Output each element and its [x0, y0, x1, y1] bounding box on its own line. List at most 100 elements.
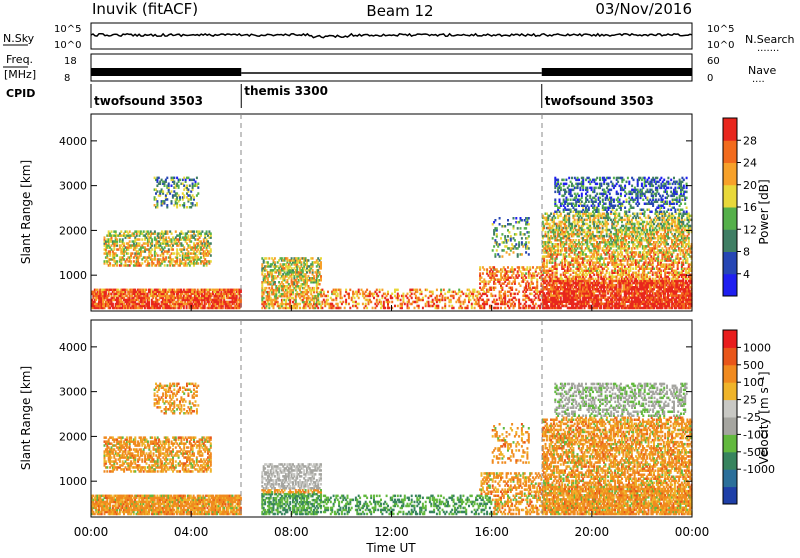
- heatmap-cell-3145: [518, 266, 520, 269]
- heatmap-cell-1810: [197, 183, 199, 186]
- freq-bars: [91, 68, 692, 76]
- freq-unit: [MHz]: [4, 68, 36, 81]
- heatmap-cell-2936: [486, 295, 488, 298]
- heatmap-cell-4913: [556, 263, 558, 266]
- heatmap-cell-2991: [494, 295, 496, 298]
- heatmap-cell-3413: [528, 247, 530, 250]
- heatmap-cell-1967: [274, 261, 276, 264]
- heatmap-cell-2639: [380, 301, 382, 304]
- heatmap-cell-3128: [515, 289, 517, 292]
- heatmap-cell-1241: [151, 238, 153, 241]
- nsky-tick-hi: 10^5: [54, 24, 81, 35]
- heatmap-cell-2647: [383, 301, 385, 304]
- heatmap-cell-3302: [494, 219, 496, 222]
- heatmap-cell-1612: [206, 230, 208, 233]
- heatmap-cell-2799: [444, 293, 446, 296]
- heatmap-cell-3394: [525, 251, 527, 254]
- heatmap-cell-3120: [514, 303, 516, 306]
- heatmap-cell-1804: [196, 202, 198, 205]
- heatmap-cell-1653: [156, 190, 158, 193]
- heatmap-cell-1635: [210, 242, 212, 245]
- heatmap-cell-1743: [179, 196, 181, 199]
- heatmap-cell-2905: [481, 276, 483, 279]
- date-title: 03/Nov/2016: [595, 0, 692, 18]
- heatmap-cell-2817: [453, 295, 455, 298]
- heatmap-cell-1533: [194, 234, 196, 237]
- heatmap-cell-1652: [156, 200, 158, 203]
- heatmap-cell-2815: [453, 307, 455, 310]
- freq-bar-2: [542, 68, 692, 76]
- heatmap-cell-2695: [402, 293, 404, 296]
- heatmap-cell-2440: [317, 307, 319, 310]
- heatmap-cell-2563: [349, 289, 351, 292]
- nsearch-dots: .......: [757, 43, 779, 54]
- heatmap-cell-1381: [173, 252, 175, 255]
- heatmap-cell-3019: [500, 307, 502, 310]
- heatmap-cell-2747: [425, 295, 427, 298]
- heatmap-cell-2992: [494, 287, 496, 290]
- freq-tick-hi: 18: [64, 56, 77, 67]
- heatmap-cell-2615: [370, 301, 372, 304]
- heatmap-cell-2793: [443, 289, 445, 292]
- heatmap-cell-2803: [448, 305, 450, 308]
- heatmap-cell-2744: [422, 297, 424, 300]
- heatmap-cell-3341: [508, 253, 510, 256]
- heatmap-cell-3103: [511, 287, 513, 290]
- heatmap-cell-1000: [116, 254, 118, 256]
- heatmap-cell-2549: [342, 301, 344, 304]
- heatmap-cell-3148: [520, 285, 522, 288]
- heatmap-cell-2717: [414, 307, 416, 310]
- heatmap-cell-1754: [183, 202, 185, 205]
- heatmap-cell-2562: [349, 307, 351, 310]
- heatmap-cell-3307: [496, 233, 498, 236]
- cpid-program-2: twofsound 3503: [545, 94, 654, 108]
- heatmap-cell-2780: [437, 305, 439, 308]
- heatmap-cell-1400: [176, 248, 178, 251]
- heatmap-cell-3057: [504, 291, 506, 294]
- heatmap-cell-2483: [321, 307, 323, 310]
- heatmap-cell-3006: [497, 303, 499, 306]
- heatmap-cell-3126: [514, 268, 516, 271]
- heatmap-cell-2587: [359, 293, 361, 296]
- cpid-program-1: themis 3300: [244, 84, 328, 98]
- heatmap-cell-3331: [506, 251, 508, 254]
- heatmap-cell-3330: [504, 225, 506, 228]
- heatmap-cell-3288: [492, 249, 494, 252]
- heatmap-cell-3233: [532, 266, 534, 269]
- nsearch-tick-lo: 10^0: [707, 40, 734, 51]
- heatmap-cell-2501: [327, 295, 329, 298]
- heatmap-cell-2668: [391, 297, 393, 300]
- heatmap-cell-2833: [460, 301, 462, 304]
- heatmap-cell-2861: [471, 303, 473, 306]
- heatmap-cell-3002: [496, 274, 498, 277]
- heatmap-cell-1415: [179, 254, 181, 256]
- heatmap-cell-2848: [467, 305, 469, 308]
- heatmap-cell-1802: [195, 181, 197, 184]
- heatmap-cell-3218: [531, 293, 533, 296]
- heatmap-cell-1480: [187, 234, 189, 237]
- heatmap-cell-2477: [320, 275, 322, 278]
- heatmap-cell-2548: [341, 297, 343, 300]
- heatmap-cell-2932: [485, 280, 487, 283]
- heatmap-cell-1689: [166, 204, 168, 207]
- heatmap-cell-3387: [521, 219, 523, 222]
- heatmap-cell-1774: [187, 188, 189, 191]
- heatmap-cell-1376: [172, 248, 174, 251]
- heatmap-cell-4843: [550, 213, 552, 216]
- heatmap-cell-2353: [307, 259, 309, 262]
- heatmap-cell-2561: [348, 293, 350, 296]
- heatmap-cell-2620: [373, 297, 375, 300]
- heatmap-cell-1834: [263, 297, 265, 300]
- heatmap-cell-3383: [521, 253, 523, 256]
- heatmap-cell-1048: [123, 242, 125, 245]
- heatmap-cell-2926: [483, 268, 485, 271]
- heatmap-cell-2584: [358, 297, 360, 300]
- heatmap-cell-2993: [494, 282, 496, 285]
- heatmap-cell-1660: [158, 177, 160, 180]
- heatmap-cell-3336: [507, 239, 509, 242]
- heatmap-cell-3270: [539, 299, 541, 302]
- heatmap-cell-1718: [173, 177, 175, 180]
- heatmap-cell-2551: [344, 295, 346, 298]
- heatmap-cell-2578: [356, 307, 358, 310]
